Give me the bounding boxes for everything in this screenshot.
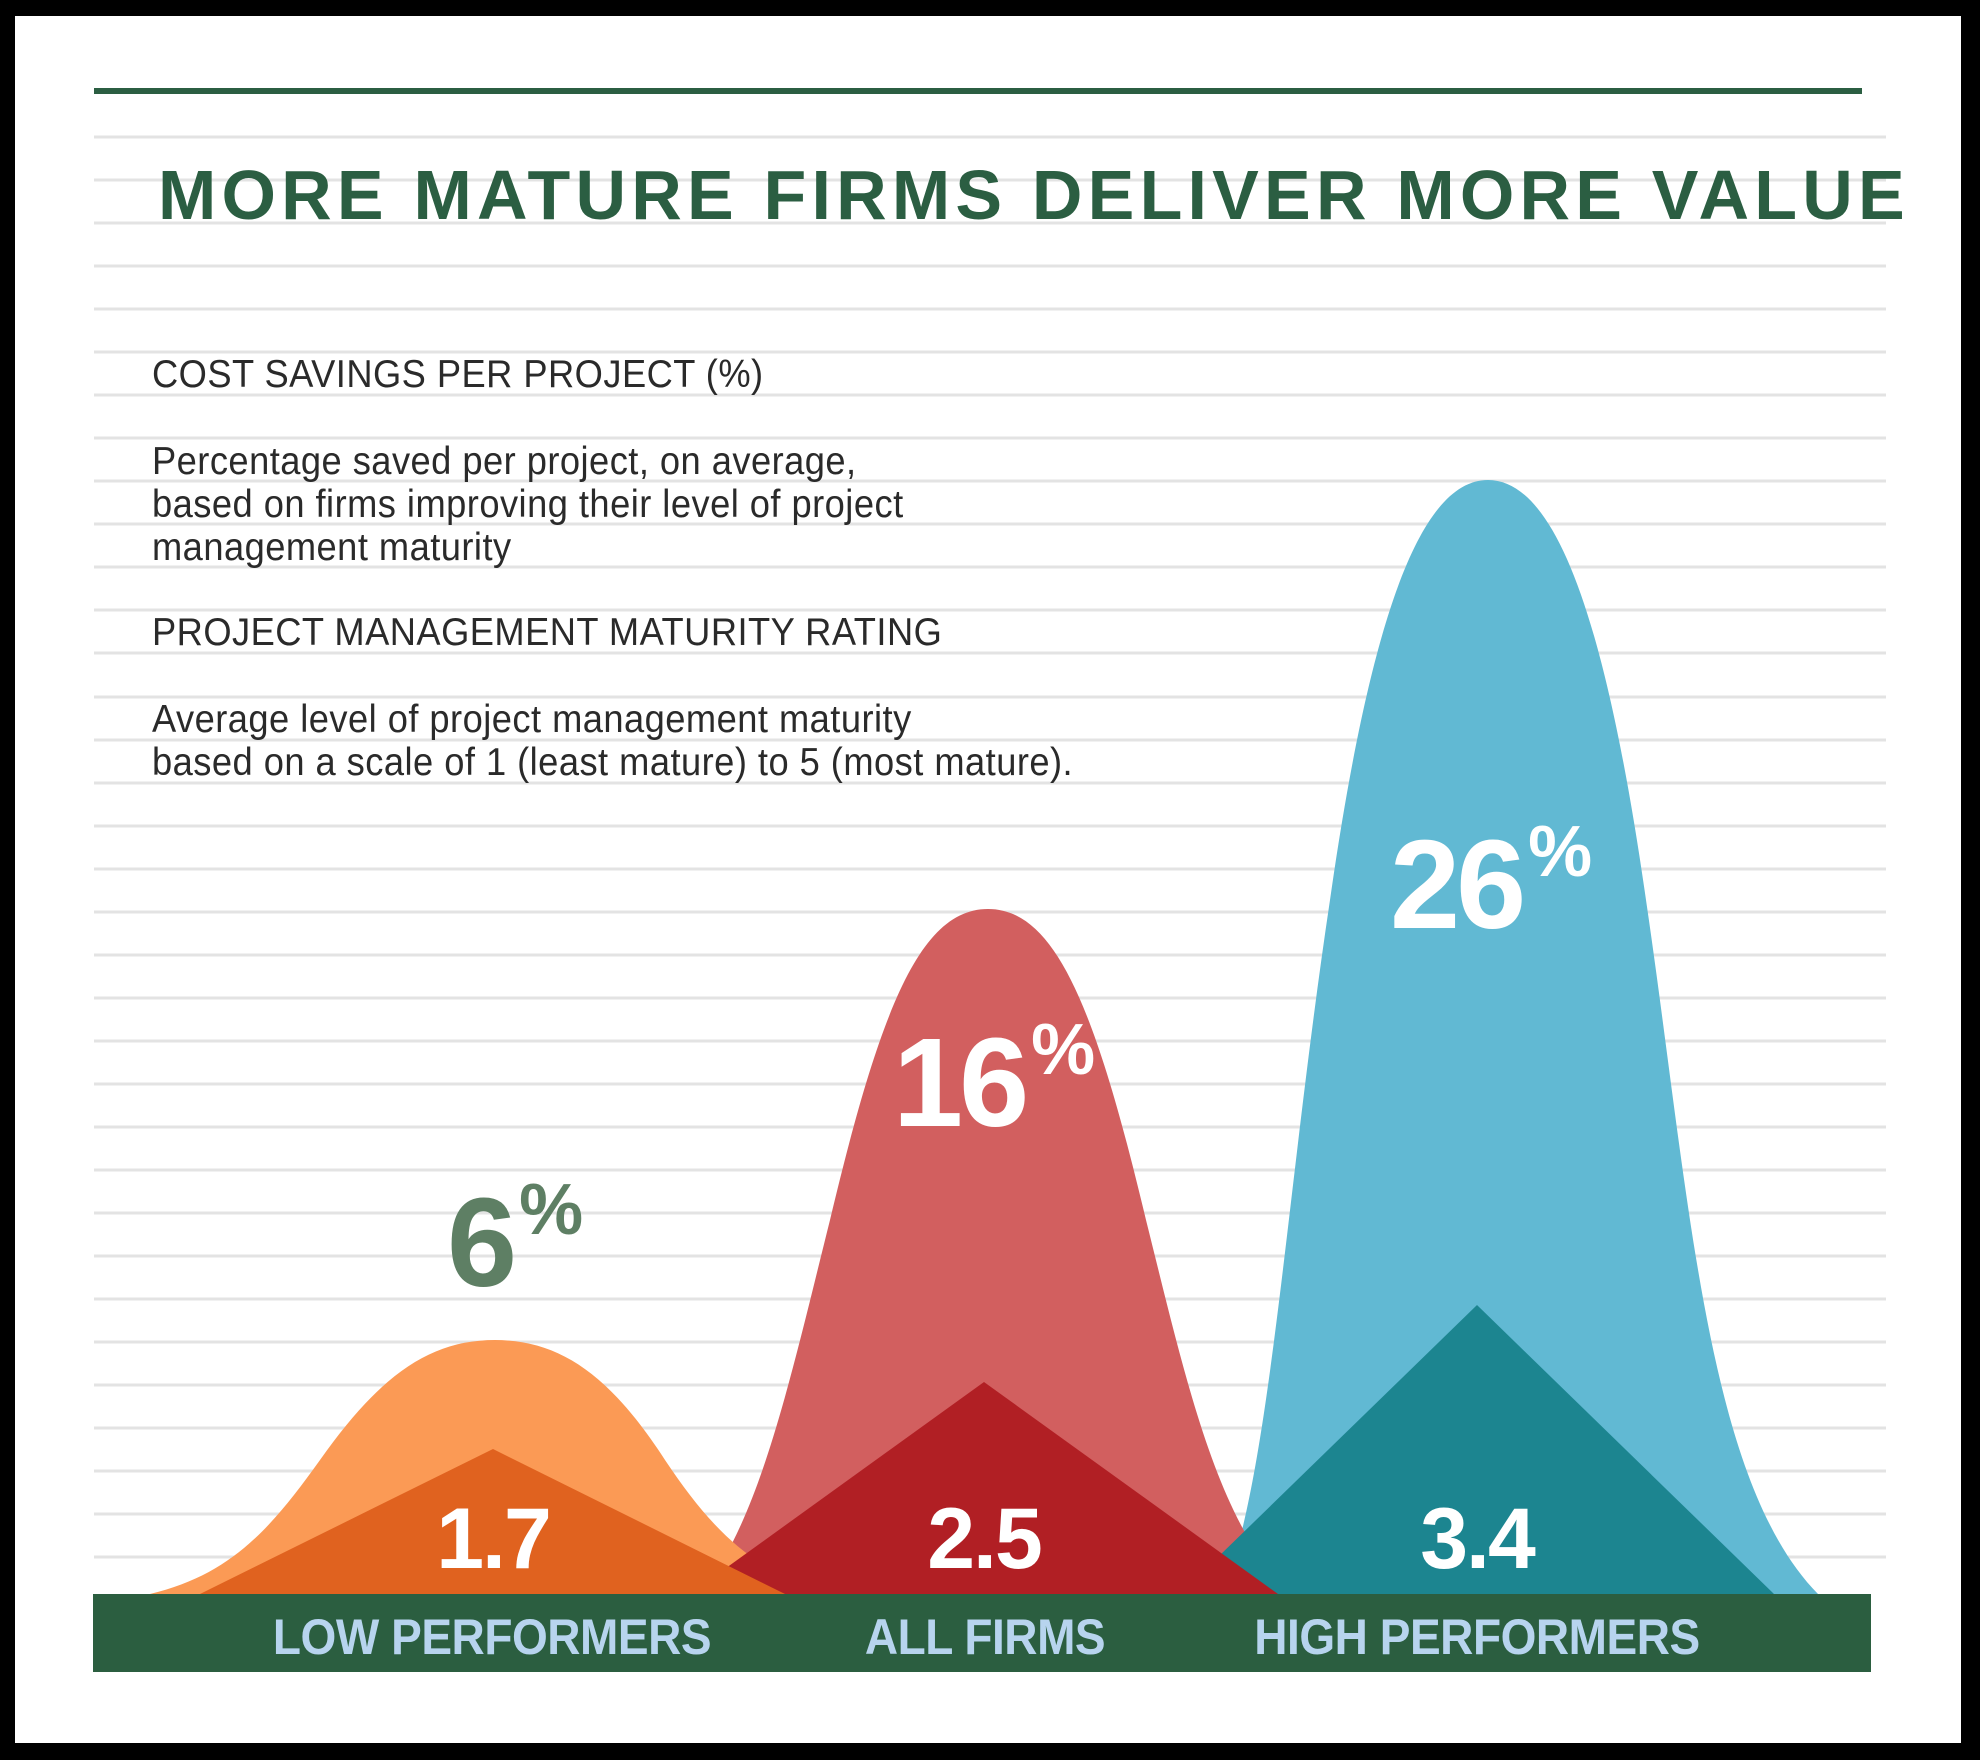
legend-cost-savings: COST SAVINGS PER PROJECT (%) Percentage … <box>152 310 904 612</box>
category-label-low-performers: LOW PERFORMERS <box>272 1609 712 1665</box>
category-label-all-firms: ALL FIRMS <box>864 1609 1106 1665</box>
chart-canvas <box>94 88 1886 1594</box>
legend-maturity-rating: PROJECT MANAGEMENT MATURITY RATING Avera… <box>152 568 1073 827</box>
percent-sign: % <box>1031 1010 1096 1090</box>
percent-sign: % <box>519 1170 584 1250</box>
all-firms-savings-label: 16% <box>893 1014 1095 1146</box>
percent-sign: % <box>1528 812 1593 892</box>
high-performers-rating-triangle <box>1180 1305 1774 1594</box>
all-firms-savings-curve <box>700 909 1290 1594</box>
savings-value: 16 <box>893 1012 1029 1153</box>
low-performers-savings-label: 6% <box>447 1174 583 1306</box>
low-performers-rating-triangle <box>200 1449 785 1594</box>
all-firms-rating-label: 2.5 <box>927 1491 1043 1587</box>
low-performers-rating-label: 1.7 <box>436 1491 552 1587</box>
legend-cost-savings-heading: COST SAVINGS PER PROJECT (%) <box>152 353 764 397</box>
all-firms-rating-triangle <box>690 1382 1278 1594</box>
legend-maturity-rating-description: Average level of project management matu… <box>152 697 1074 784</box>
high-performers-savings-label: 26% <box>1390 816 1592 948</box>
legend-maturity-rating-heading: PROJECT MANAGEMENT MATURITY RATING <box>152 611 943 655</box>
category-bar <box>93 1594 1871 1672</box>
top-rule <box>94 88 1862 94</box>
category-label-high-performers: HIGH PERFORMERS <box>1254 1609 1700 1665</box>
legend-cost-savings-description: Percentage saved per project, on average… <box>152 439 904 570</box>
high-performers-rating-label: 3.4 <box>1420 1491 1536 1587</box>
page-title: MORE MATURE FIRMS DELIVER MORE VALUE <box>158 156 1910 234</box>
high-performers-savings-curve <box>1222 480 1818 1594</box>
savings-value: 6 <box>447 1172 517 1313</box>
savings-value: 26 <box>1390 814 1526 955</box>
infographic-card: MORE MATURE FIRMS DELIVER MORE VALUE COS… <box>15 16 1961 1743</box>
